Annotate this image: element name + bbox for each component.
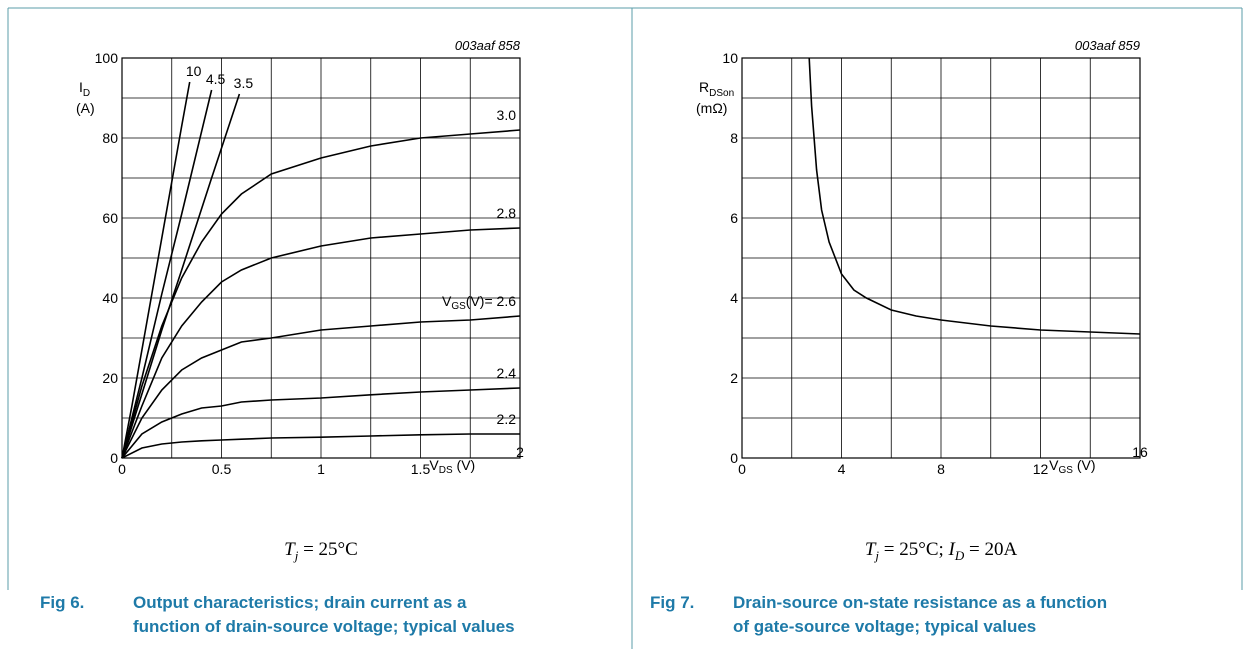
curve-name: 2.4 bbox=[497, 365, 517, 381]
figure-code: 003aaf 858 bbox=[455, 38, 521, 53]
condition-rest: = 25°C bbox=[298, 539, 358, 560]
x-label-main: V bbox=[429, 457, 439, 473]
condition-var: I bbox=[948, 539, 957, 560]
plot-frame bbox=[741, 57, 1141, 459]
y-label-sub: DSon bbox=[709, 88, 734, 99]
legend-prefix: V bbox=[442, 293, 452, 309]
curve bbox=[808, 57, 1141, 335]
x-tick-label: 0.5 bbox=[212, 461, 232, 477]
curve-name: 2.6 bbox=[497, 293, 517, 309]
legend-prefix-sub: GS bbox=[451, 301, 466, 312]
x-label-main: V bbox=[1049, 457, 1059, 473]
x-tick-label: 8 bbox=[937, 461, 945, 477]
condition-sub: j bbox=[293, 548, 299, 563]
y-label-main: R bbox=[699, 79, 709, 95]
y-axis-unit: (A) bbox=[76, 100, 95, 116]
curve bbox=[121, 129, 521, 459]
curve-name: 10 bbox=[186, 63, 202, 79]
y-axis-unit: (mΩ) bbox=[696, 100, 727, 116]
y-tick-label: 0 bbox=[730, 450, 738, 466]
y-tick-label: 8 bbox=[730, 130, 738, 146]
x-label-unit: (V) bbox=[453, 457, 476, 473]
legend-prefix-unit: (V)= bbox=[466, 293, 497, 309]
x-tick-label: 4 bbox=[838, 461, 846, 477]
x-tick-label: 1 bbox=[317, 461, 325, 477]
y-tick-label: 4 bbox=[730, 290, 738, 306]
curve-name: 4.5 bbox=[206, 71, 226, 87]
y-tick-label: 80 bbox=[102, 130, 118, 146]
y-label-sub: D bbox=[83, 88, 90, 99]
x-tick-label: 0 bbox=[118, 461, 126, 477]
y-tick-label: 100 bbox=[95, 50, 119, 66]
curve bbox=[121, 93, 241, 459]
frame bbox=[7, 7, 1243, 649]
curve bbox=[121, 315, 521, 459]
x-label-sub: DS bbox=[439, 465, 453, 476]
condition: Tj = 25°C; ID = 20A bbox=[865, 539, 1018, 563]
x-tick-label: 12 bbox=[1033, 461, 1049, 477]
x-tick-label: 0 bbox=[738, 461, 746, 477]
caption-line: Drain-source on-state resistance as a fu… bbox=[733, 593, 1107, 612]
chart: 0 4 8 12 16 0 2 4 6 8 10 003aaf 859 RDSon(mΩ) VGS (V)… bbox=[650, 38, 1148, 636]
y-axis-label: RDSon bbox=[699, 79, 734, 99]
curve-name: 2.8 bbox=[497, 205, 517, 221]
y-tick-label: 10 bbox=[722, 50, 738, 66]
x-axis-label: VDS (V) bbox=[429, 457, 475, 476]
plot-frame bbox=[121, 57, 521, 459]
condition-rest: = 20A bbox=[964, 539, 1017, 560]
curve-name: 3.5 bbox=[234, 75, 254, 91]
x-axis-label: VGS (V) bbox=[1049, 457, 1095, 476]
curve-label: 2.2 bbox=[497, 411, 517, 427]
curve-label: 10 bbox=[186, 63, 202, 79]
curve-label: 2.4 bbox=[497, 365, 517, 381]
y-axis-label: ID bbox=[79, 79, 90, 99]
curve-label: VGS(V)= 2.6 bbox=[442, 293, 516, 312]
condition-var: T bbox=[284, 539, 296, 560]
caption-line: of gate-source voltage; typical values bbox=[733, 617, 1036, 636]
curve-label: 3.5 bbox=[234, 75, 254, 91]
curve bbox=[121, 81, 191, 459]
x-label-unit: (V) bbox=[1073, 457, 1096, 473]
curve-label: 3.0 bbox=[497, 107, 517, 123]
y-tick-label: 60 bbox=[102, 210, 118, 226]
x-tick-label: 16 bbox=[1132, 444, 1148, 460]
caption-line: function of drain-source voltage; typica… bbox=[133, 617, 515, 636]
curve bbox=[121, 387, 521, 459]
y-tick-label: 40 bbox=[102, 290, 118, 306]
condition-sub: D bbox=[954, 548, 965, 563]
x-tick-label: 1.5 bbox=[411, 461, 431, 477]
x-tick-label: 2 bbox=[516, 444, 524, 460]
curve-label: 4.5 bbox=[206, 71, 226, 87]
condition-var: T bbox=[865, 539, 877, 560]
condition: Tj = 25°C bbox=[284, 539, 358, 563]
curve bbox=[121, 227, 521, 459]
curve bbox=[121, 433, 520, 459]
condition-rest: = 25°C; bbox=[879, 539, 949, 560]
y-tick-label: 20 bbox=[102, 370, 118, 386]
figure-number: Fig 6. bbox=[40, 593, 84, 612]
figure-number: Fig 7. bbox=[650, 593, 694, 612]
y-label-main: I bbox=[79, 79, 83, 95]
caption-line: Output characteristics; drain current as… bbox=[133, 593, 467, 612]
y-tick-label: 0 bbox=[110, 450, 118, 466]
y-tick-label: 2 bbox=[730, 370, 738, 386]
curve-name: 3.0 bbox=[497, 107, 517, 123]
curve-name: 2.2 bbox=[497, 411, 517, 427]
figure-code: 003aaf 859 bbox=[1075, 38, 1140, 53]
x-label-sub: GS bbox=[1059, 465, 1074, 476]
curve-label: 2.8 bbox=[497, 205, 517, 221]
condition-sub: j bbox=[873, 548, 879, 563]
y-tick-label: 6 bbox=[730, 210, 738, 226]
curve bbox=[121, 89, 213, 459]
